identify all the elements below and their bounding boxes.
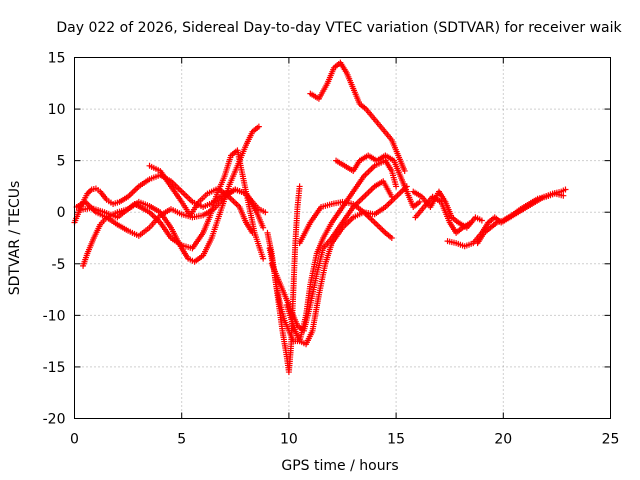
- data-point: [249, 229, 256, 236]
- y-tick-label: 15: [48, 51, 66, 67]
- axis-ticks: [74, 57, 611, 419]
- data-point: [393, 183, 400, 190]
- plot-frame: [74, 57, 611, 419]
- y-tick-label: -5: [52, 257, 66, 273]
- data-series-points: [307, 59, 408, 174]
- x-tick-label: 5: [177, 432, 186, 448]
- data-point: [262, 209, 269, 216]
- x-tick-label: 0: [70, 432, 79, 448]
- data-point: [478, 217, 485, 224]
- data-point: [255, 123, 262, 130]
- data-series-points: [146, 162, 256, 236]
- data-series-points: [474, 190, 567, 247]
- y-tick-labels: -20 -15 -10 -5 0 5 10 15: [43, 51, 66, 428]
- y-tick-label: 10: [48, 102, 66, 118]
- data-series: [71, 59, 569, 376]
- x-tick-label: 25: [602, 432, 620, 448]
- y-tick-label: -10: [43, 308, 66, 324]
- x-tick-label: 20: [494, 432, 512, 448]
- y-tick-label: -15: [43, 360, 66, 376]
- x-tick-label: 15: [387, 432, 405, 448]
- data-series-points: [296, 198, 395, 247]
- grid: [74, 57, 611, 419]
- x-tick-label: 10: [280, 432, 298, 448]
- y-tick-label: 5: [57, 154, 66, 170]
- data-series-points: [333, 152, 423, 211]
- data-point: [560, 192, 567, 199]
- data-point: [296, 183, 303, 190]
- x-tick-labels: 0 5 10 15 20 25: [70, 432, 619, 448]
- data-series-points: [266, 183, 303, 376]
- y-tick-label: 0: [57, 205, 66, 221]
- data-series-points: [412, 193, 475, 236]
- data-point: [562, 186, 569, 193]
- data-series-points: [283, 183, 410, 348]
- chart-title: Day 022 of 2026, Sidereal Day-to-day VTE…: [56, 20, 622, 36]
- data-point: [260, 224, 267, 231]
- data-series-points: [80, 123, 262, 269]
- data-point: [260, 255, 267, 262]
- data-point: [468, 219, 475, 226]
- data-series-points: [71, 172, 269, 226]
- data-point: [416, 198, 423, 205]
- data-series-points: [75, 147, 267, 262]
- data-series-points: [73, 186, 267, 239]
- y-axis-label: SDTVAR / TECUs: [7, 181, 23, 296]
- y-tick-label: -20: [43, 412, 66, 428]
- x-axis-label: GPS time / hours: [281, 458, 398, 474]
- data-point: [401, 167, 408, 174]
- data-point: [388, 235, 395, 241]
